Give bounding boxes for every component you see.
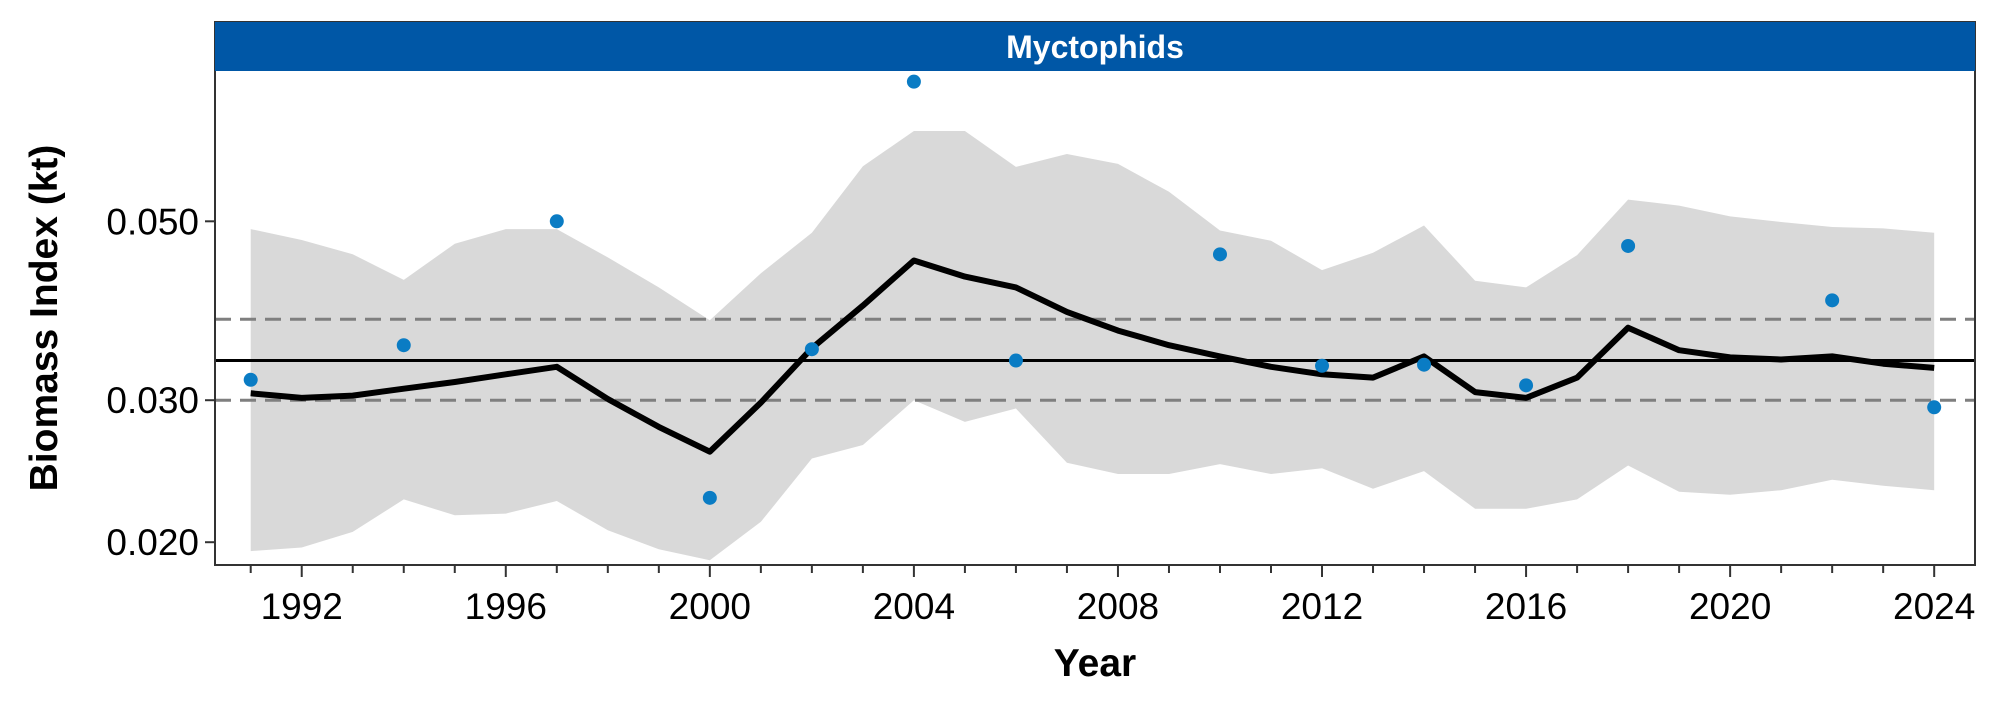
observation-point xyxy=(1417,357,1432,372)
x-tick-label: 1992 xyxy=(261,586,343,627)
y-tick-label: 0.020 xyxy=(106,522,199,563)
observation-point xyxy=(702,490,717,505)
observation-point xyxy=(804,342,819,357)
x-tick-label: 2008 xyxy=(1077,586,1159,627)
observation-point xyxy=(549,214,564,229)
y-axis-title: Biomass Index (kt) xyxy=(23,145,66,492)
observation-point xyxy=(1621,238,1636,253)
x-axis-title: Year xyxy=(1054,642,1136,685)
observation-point xyxy=(906,74,921,89)
plot-panel xyxy=(214,21,1976,566)
x-tick-label: 2000 xyxy=(669,586,751,627)
x-tick-label: 2016 xyxy=(1485,586,1567,627)
x-tick-label: 2012 xyxy=(1281,586,1363,627)
observation-point xyxy=(1927,400,1942,415)
x-tick-label: 2024 xyxy=(1893,586,1975,627)
x-axis: 1992 1996 2000 2004 2008 2012 2016 2020 2024 xyxy=(215,564,1975,627)
trend-line xyxy=(250,257,1935,455)
trend-line-layer xyxy=(250,257,1935,455)
x-tick-label: 2020 xyxy=(1689,586,1771,627)
observation-point xyxy=(1825,293,1840,308)
observation-points-layer xyxy=(243,74,1942,505)
x-tick-label: 2004 xyxy=(873,586,955,627)
facet-strip: Myctophids xyxy=(215,22,1975,71)
observation-point xyxy=(1008,353,1023,368)
observation-point xyxy=(1315,358,1330,373)
confidence-ribbon-layer xyxy=(250,131,1935,561)
confidence-ribbon xyxy=(250,131,1935,561)
observation-point xyxy=(1519,378,1534,393)
y-tick-label: 0.050 xyxy=(106,201,199,242)
observation-point xyxy=(396,338,411,353)
observation-point xyxy=(1212,247,1227,262)
facet-strip-background xyxy=(215,22,1975,71)
y-tick-label: 0.030 xyxy=(106,380,199,421)
x-tick-label: 1996 xyxy=(465,586,547,627)
observation-point xyxy=(243,372,258,387)
facet-strip-label: Myctophids xyxy=(1006,29,1184,65)
y-axis: 0.020 0.030 0.050 xyxy=(106,201,215,563)
